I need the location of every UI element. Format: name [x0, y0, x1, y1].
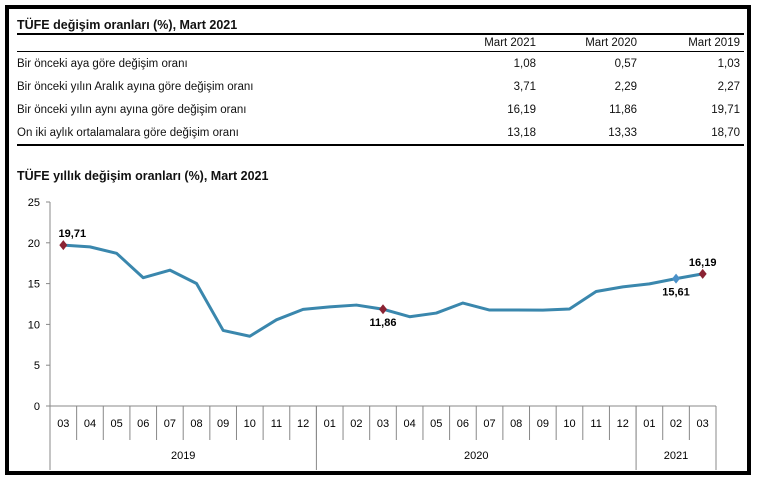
group-label: 2019 — [171, 450, 195, 462]
data-marker — [698, 268, 707, 279]
row-label: Bir önceki aya göre değişim oranı — [17, 57, 188, 70]
row-label: Bir önceki yılın aynı ayına göre değişim… — [17, 103, 247, 116]
x-tick-label: 04 — [84, 418, 96, 430]
data-point — [435, 312, 437, 314]
table-row: On iki aylık ortalamalara göre değişim o… — [17, 121, 744, 146]
row-label: On iki aylık ortalamalara göre değişim o… — [17, 121, 436, 146]
x-tick-label: 12 — [297, 418, 309, 430]
data-point — [622, 286, 624, 288]
x-tick-label: 07 — [483, 418, 495, 430]
row-value: 2,29 — [614, 80, 637, 93]
col-header: Mart 2020 — [536, 35, 637, 52]
data-marker — [59, 240, 68, 251]
x-tick-label: 05 — [430, 418, 442, 430]
frame — [5, 5, 751, 475]
data-point — [568, 308, 570, 310]
group-label: 2020 — [464, 450, 488, 462]
x-tick-label: 07 — [164, 418, 176, 430]
data-point — [275, 319, 277, 321]
data-point — [142, 277, 144, 279]
x-tick-label: 03 — [57, 418, 69, 430]
table-row: Bir önceki aya göre değişim oranı 1,08 0,5… — [17, 52, 744, 76]
data-label: 15,61 — [662, 287, 690, 299]
col-header: Mart 2019 — [637, 35, 744, 52]
row-value: 13,18 — [436, 121, 536, 146]
data-point — [222, 329, 224, 331]
x-tick-label: 01 — [324, 418, 336, 430]
x-tick-label: 10 — [563, 418, 575, 430]
x-tick-label: 06 — [137, 418, 149, 430]
data-point — [302, 308, 304, 310]
x-tick-label: 09 — [217, 418, 229, 430]
y-tick-label: 25 — [28, 197, 40, 209]
data-marker — [672, 273, 681, 284]
x-tick-label: 12 — [617, 418, 629, 430]
x-tick-label: 01 — [643, 418, 655, 430]
x-tick-label: 02 — [350, 418, 362, 430]
data-point — [462, 302, 464, 304]
data-marker — [379, 304, 387, 315]
row-value: 1,08 — [513, 57, 536, 70]
x-tick-label: 10 — [244, 418, 256, 430]
chart-title: TÜFE yıllık değişim oranları (%), Mart 2… — [17, 169, 269, 183]
data-point — [169, 269, 171, 271]
row-value: 0,57 — [614, 57, 637, 70]
table-row: Bir önceki yılın aynı ayına göre değişim… — [17, 98, 744, 121]
data-point — [355, 304, 357, 306]
y-tick-label: 0 — [34, 401, 40, 413]
y-tick-label: 10 — [28, 319, 40, 331]
data-label: 16,19 — [689, 257, 717, 269]
data-point — [648, 283, 650, 285]
y-tick-label: 5 — [34, 360, 40, 372]
x-tick-label: 11 — [271, 418, 282, 430]
data-point — [116, 252, 118, 254]
row-value: 1,03 — [717, 57, 740, 70]
x-tick-label: 04 — [404, 418, 416, 430]
x-tick-label: 05 — [110, 418, 122, 430]
rates-table: Mart 2021 Mart 2020 Mart 2019 Bir önceki… — [17, 35, 744, 146]
data-label: 19,71 — [59, 228, 87, 240]
data-point — [89, 246, 91, 248]
row-value: 11,86 — [609, 103, 637, 116]
row-value: 2,27 — [717, 80, 740, 93]
data-point — [489, 309, 491, 311]
col-header: Mart 2021 — [436, 35, 536, 52]
row-value: 16,19 — [507, 103, 536, 116]
table-title: TÜFE değişim oranları (%), Mart 2021 — [17, 18, 238, 32]
data-point — [409, 316, 411, 318]
y-tick-label: 15 — [28, 279, 40, 291]
table-top-rule — [17, 33, 744, 35]
x-tick-label: 02 — [670, 418, 682, 430]
table-header-row: Mart 2021 Mart 2020 Mart 2019 — [17, 35, 744, 52]
row-value: 3,71 — [513, 80, 536, 93]
data-point — [329, 306, 331, 308]
row-label: Bir önceki yılın Aralık ayına göre değiş… — [17, 80, 254, 93]
group-label: 2021 — [664, 450, 688, 462]
data-point — [515, 309, 517, 311]
x-tick-label: 08 — [190, 418, 202, 430]
x-tick-label: 09 — [537, 418, 549, 430]
x-tick-label: 03 — [377, 418, 389, 430]
row-value: 13,33 — [536, 121, 637, 146]
row-value: 18,70 — [637, 121, 744, 146]
x-tick-label: 06 — [457, 418, 469, 430]
data-point — [196, 283, 198, 285]
x-tick-label: 11 — [590, 418, 601, 430]
table-row: Bir önceki yılın Aralık ayına göre değiş… — [17, 75, 744, 98]
x-tick-label: 08 — [510, 418, 522, 430]
row-value: 19,71 — [711, 103, 740, 116]
y-tick-label: 20 — [28, 238, 40, 250]
data-point — [595, 291, 597, 293]
data-point — [542, 309, 544, 311]
x-tick-label: 03 — [697, 418, 709, 430]
data-label: 11,86 — [370, 317, 397, 329]
data-point — [249, 335, 251, 337]
